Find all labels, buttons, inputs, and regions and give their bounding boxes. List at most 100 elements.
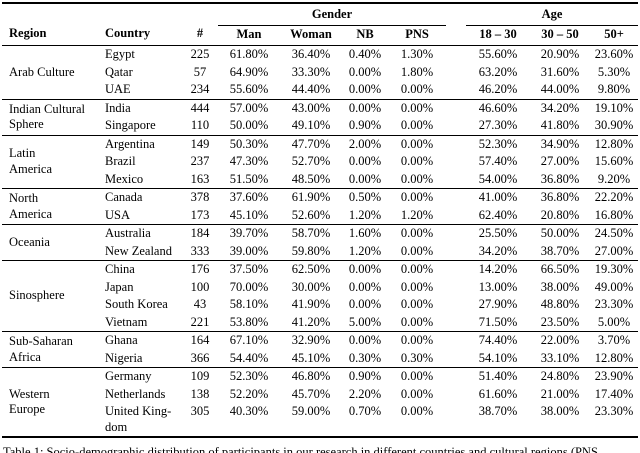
table-row: Netherlands 138 52.20% 45.70% 2.20% 0.00… [2, 386, 638, 404]
pns-cell: 0.00% [388, 98, 447, 117]
col-header-country: Country [102, 25, 182, 46]
nb-cell: 0.00% [348, 64, 382, 79]
nb-cell: 0.30% [348, 350, 382, 365]
column-spacer [446, 350, 466, 368]
age-30-50-cell: 36.80% [530, 188, 591, 207]
age-18-30-cell: 54.10% [478, 350, 518, 365]
pns-cell: 0.30% [400, 350, 434, 365]
woman-cell: 49.10% [291, 118, 331, 132]
table-row: United King- dom 305 40.30% 59.00% 0.70%… [2, 403, 638, 437]
age-18-30-cell: 34.20% [478, 243, 518, 258]
nb-cell: 1.20% [348, 243, 382, 258]
woman-cell: 46.80% [280, 367, 342, 386]
woman-cell: 59.00% [291, 404, 331, 418]
pns-cell: 1.80% [400, 64, 434, 79]
count-cell: 237 [190, 154, 210, 168]
column-spacer [446, 46, 466, 64]
col-header-woman: Woman [280, 25, 342, 46]
count-cell: 184 [182, 224, 218, 243]
table-row: Sub-Saharan Africa Ghana 164 67.10% 32.9… [2, 331, 639, 368]
woman-cell: 52.70% [291, 154, 331, 168]
table-row: USA 173 45.10% 52.60% 1.20% 1.20% 62.40%… [2, 207, 638, 225]
count-cell: 333 [190, 243, 210, 258]
man-cell: 40.30% [229, 404, 269, 418]
age-50plus-cell: 19.10% [590, 98, 639, 117]
count-cell: 138 [190, 386, 210, 401]
column-header-row: Region Country # Man Woman NB PNS 18 – 3… [2, 25, 639, 46]
man-cell: 53.80% [229, 314, 269, 329]
age-50plus-cell: 49.00% [594, 279, 634, 294]
age-50plus-cell: 12.80% [594, 350, 634, 365]
man-cell: 45.10% [229, 207, 269, 222]
woman-cell: 30.00% [291, 279, 331, 294]
column-spacer [446, 207, 466, 225]
man-cell: 37.50% [218, 260, 280, 279]
age-30-50-cell: 20.90% [540, 47, 580, 61]
woman-cell: 43.00% [280, 98, 342, 117]
count-cell: 149 [182, 134, 218, 153]
age-18-30-cell: 13.00% [478, 279, 518, 294]
man-cell: 54.40% [229, 350, 269, 365]
region-cell: North America [2, 188, 102, 225]
woman-cell: 45.10% [291, 350, 331, 365]
age-30-50-cell: 33.10% [540, 350, 580, 365]
nb-cell: 0.00% [348, 297, 382, 311]
nb-cell: 0.50% [342, 188, 388, 207]
age-18-30-cell: 27.90% [478, 297, 518, 311]
table-row: Brazil 237 47.30% 52.70% 0.00% 0.00% 57.… [2, 153, 638, 171]
pns-cell: 0.00% [400, 297, 434, 311]
demographics-table: Gender Age Region Country # Man Woman NB… [2, 2, 639, 438]
col-header-age-50plus: 50+ [590, 25, 639, 46]
nb-cell: 2.20% [348, 386, 382, 401]
nb-cell: 0.00% [348, 82, 382, 96]
column-spacer [446, 314, 466, 332]
man-cell: 50.30% [218, 134, 280, 153]
column-spacer [446, 279, 466, 297]
age-30-50-cell: 34.90% [530, 134, 591, 153]
nb-cell: 0.00% [342, 260, 388, 279]
column-spacer [446, 171, 466, 189]
nb-cell: 5.00% [348, 314, 382, 329]
age-50plus-cell: 23.60% [594, 47, 634, 61]
table-row: Western Europe Germany 109 52.30% 46.80%… [2, 367, 639, 437]
man-cell: 39.70% [218, 224, 280, 243]
count-cell: 176 [182, 260, 218, 279]
nb-cell: 0.00% [348, 154, 382, 168]
age-18-30-cell: 38.70% [478, 404, 518, 418]
age-18-30-cell: 46.20% [478, 82, 518, 96]
age-18-30-cell: 27.30% [478, 118, 518, 132]
man-cell: 67.10% [218, 331, 280, 350]
nb-cell: 0.00% [342, 98, 388, 117]
pns-cell: 1.20% [400, 207, 434, 222]
country-cell: Nigeria [105, 350, 143, 365]
woman-cell: 45.70% [291, 386, 331, 401]
count-cell: 444 [182, 98, 218, 117]
column-spacer [446, 153, 466, 171]
pns-cell: 0.00% [388, 367, 447, 386]
pns-cell: 0.00% [388, 134, 447, 153]
man-cell: 52.30% [218, 367, 280, 386]
age-50plus-cell: 19.30% [590, 260, 639, 279]
col-header-nb: NB [342, 25, 388, 46]
nb-cell: 0.00% [348, 171, 382, 186]
region-cell: Latin America [2, 134, 102, 189]
column-spacer [446, 64, 466, 82]
woman-cell: 41.20% [291, 314, 331, 329]
pns-cell: 0.00% [400, 82, 434, 96]
age-50plus-cell: 16.80% [594, 207, 634, 222]
column-spacer [446, 25, 467, 46]
pns-cell: 0.00% [400, 243, 434, 258]
age-50plus-cell: 12.80% [590, 134, 639, 153]
column-spacer [446, 386, 466, 404]
column-spacer [446, 224, 467, 243]
pns-cell: 0.00% [400, 279, 434, 294]
man-cell: 57.00% [218, 98, 280, 117]
man-cell: 39.00% [229, 243, 269, 258]
age-50plus-cell: 23.30% [594, 404, 634, 418]
column-spacer [446, 188, 467, 207]
age-30-50-cell: 31.60% [540, 64, 580, 79]
count-cell: 221 [190, 314, 210, 329]
age-50plus-cell: 23.30% [594, 297, 634, 311]
age-18-30-cell: 54.00% [478, 171, 518, 186]
country-cell: Brazil [105, 154, 136, 168]
